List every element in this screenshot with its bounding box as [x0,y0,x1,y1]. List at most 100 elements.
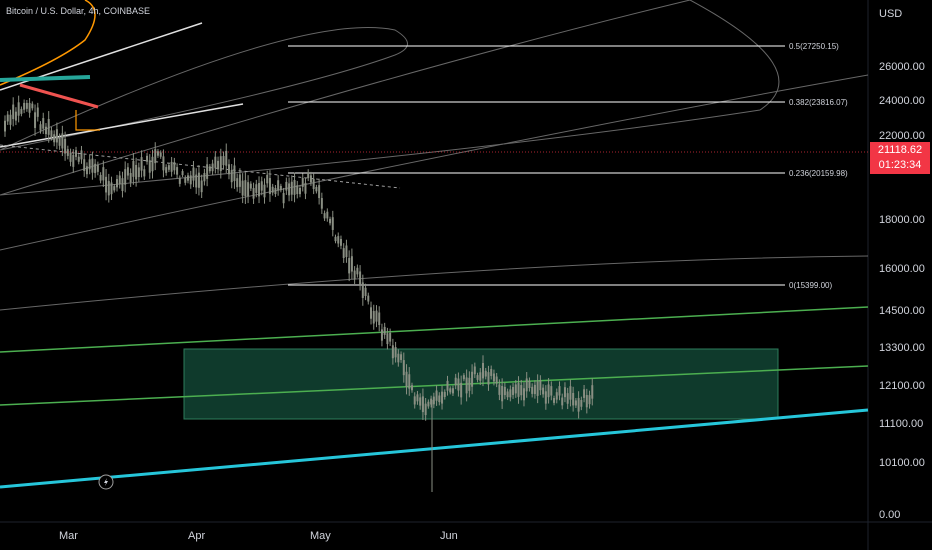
candle-body [400,354,403,360]
candle-body [421,396,424,413]
candle-body [544,391,547,404]
candle-body [432,396,435,405]
candle-body [296,185,299,195]
candle-body [187,175,190,181]
candle-body [569,386,572,400]
candle-body [178,178,181,184]
candle-body [471,371,474,387]
candle-body [416,394,419,402]
teal-level-marker [0,75,91,82]
candle-body [140,157,143,171]
candle-body [230,170,233,183]
fib-arc-3 [0,74,869,251]
orange-marker [75,110,100,131]
price-tick: 26000.00 [879,61,925,73]
candle-body [88,159,91,170]
candle-body [96,165,99,172]
candle-body [20,108,23,114]
fib-arcs [0,0,869,311]
green-channel-upper[interactable] [0,306,869,353]
candle-body [266,174,269,184]
candle-body [39,124,42,131]
candle-body [91,158,94,173]
candle-body [394,347,397,358]
candle-body [105,176,108,193]
price-tick: 0.00 [879,509,900,521]
last-price-value: 21118.62 [877,144,923,156]
candle-body [408,374,411,389]
candle-body [197,172,200,188]
candle-body [47,118,50,135]
candle-body [329,218,332,224]
candle-body [334,236,337,242]
price-tick: 16000.00 [879,263,925,275]
candle-body [405,371,408,387]
candle-body [6,114,9,122]
trendline-lower[interactable] [0,103,244,148]
candle-body [17,102,20,116]
candle-body [484,370,487,377]
candle-body [337,236,340,244]
candle-body [441,391,444,404]
candle-body [419,397,422,406]
fib-label-0.382: 0.382(23816.07) [789,98,848,107]
candle-body [241,180,244,196]
candlestick-series[interactable] [4,95,594,492]
candle-body [143,169,146,177]
candle-body [69,153,72,162]
candle-body [555,392,558,400]
candle-body [430,398,433,405]
candle-body [356,267,359,275]
candle-body [345,245,348,258]
consolidation-zone[interactable] [183,348,779,420]
candle-body [304,182,307,194]
candle-body [468,377,471,391]
candle-body [536,381,539,396]
price-axis-panel[interactable] [868,0,932,550]
candle-body [189,175,192,185]
candle-body [380,329,383,341]
candle-body [451,388,454,394]
candle-body [315,186,318,192]
candle-body [252,188,255,199]
candle-body [80,150,83,160]
candle-body [572,392,575,406]
candle-body [309,175,312,183]
candle-body [156,151,159,156]
candle-body [222,156,225,166]
candle-body [293,179,296,195]
candle-body [495,376,498,384]
candle-body [503,386,506,396]
candle-body [326,211,329,219]
lightning-icon[interactable] [98,474,114,490]
candle-body [525,378,528,392]
support-trendline[interactable] [0,408,869,489]
candle-body [64,138,67,154]
candle-body [25,102,28,109]
candle-body [361,282,364,298]
candle-body [457,378,460,391]
candle-body [135,164,138,180]
candle-body [558,386,561,396]
candle-body [61,133,64,149]
time-tick: Jun [440,530,458,542]
candle-body [42,118,45,129]
candle-body [348,258,351,274]
candle-body [77,156,80,162]
candle-body [372,311,375,324]
candle-body [206,164,209,179]
candle-body [115,179,118,188]
price-tick: 24000.00 [879,95,925,107]
candle-body [307,172,310,179]
green-channel-lower[interactable] [0,365,869,406]
dashed-trendline[interactable] [0,144,401,189]
candle-body [350,256,353,272]
candle-body [391,345,394,359]
time-tick: Mar [59,530,78,542]
candle-body [23,102,26,110]
bar-countdown: 01:23:34 [878,159,922,171]
red-level-marker [19,83,99,109]
candle-body [435,390,438,401]
